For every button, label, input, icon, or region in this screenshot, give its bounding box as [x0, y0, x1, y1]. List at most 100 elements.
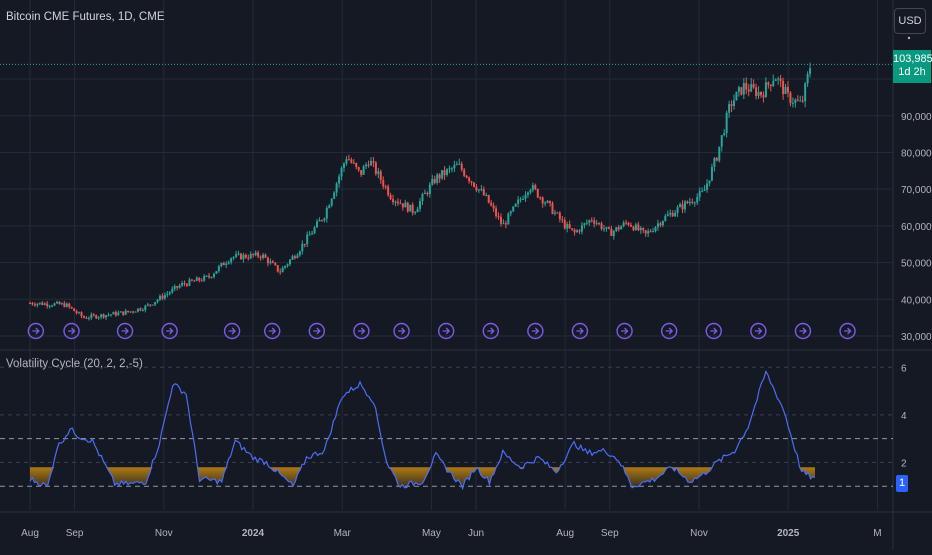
candle-body [36, 303, 39, 306]
candle-body [154, 302, 157, 305]
candle-body [480, 189, 483, 191]
candle-body [696, 196, 699, 203]
candle-body [205, 275, 208, 277]
axis-marker-dot [907, 36, 911, 40]
candle-body [325, 208, 328, 219]
x-axis-tick-label: Sep [601, 528, 619, 539]
event-marker-circle [116, 322, 134, 340]
x-axis-tick-label: Sep [66, 528, 84, 539]
candle-body [691, 201, 694, 203]
candle-body [460, 163, 463, 170]
candle-body [316, 221, 319, 228]
candle-body [254, 252, 257, 256]
candle-body [428, 184, 431, 195]
candle-body [477, 189, 480, 191]
candle-body [208, 275, 211, 278]
candle-body [281, 267, 284, 273]
candle-body [723, 133, 726, 136]
x-axis-tick-label: Aug [21, 528, 39, 539]
candle-body [65, 303, 68, 307]
candle-body [200, 280, 203, 282]
candle-body [166, 293, 169, 295]
price-axis-tick-label: 60,000 [901, 222, 932, 233]
candle-body [661, 220, 664, 226]
candle-body [436, 174, 439, 183]
candle-body [686, 201, 689, 204]
dividend-arrow-icon [527, 322, 544, 340]
candle-body [168, 292, 171, 294]
candle-body [568, 224, 571, 229]
candle-body [311, 233, 314, 235]
event-marker-arrow [442, 327, 451, 335]
candle-body [475, 186, 478, 191]
candle-body [188, 279, 191, 286]
candle-body [573, 229, 576, 233]
candle-body [409, 204, 412, 212]
candle-body [222, 262, 225, 266]
candle-body [463, 169, 466, 176]
candle-body [789, 92, 792, 104]
price-axis-tick-label: 40,000 [901, 295, 932, 306]
candle-body [249, 253, 252, 259]
candle-body [681, 204, 684, 210]
x-axis-tick-label: Nov [690, 528, 708, 539]
candle-body [102, 314, 105, 318]
candle-body [274, 262, 277, 266]
candle-body [161, 295, 164, 299]
candle-body [53, 303, 56, 306]
candle-body [215, 271, 218, 274]
candle-body [230, 258, 233, 263]
candle-body [485, 195, 488, 197]
candle-body [514, 203, 517, 207]
candle-body [536, 189, 539, 198]
candle-body [416, 208, 419, 213]
candle-body [129, 311, 132, 313]
candle-body [482, 189, 485, 196]
candle-body [419, 201, 422, 209]
candle-body [146, 304, 149, 306]
candle-body [379, 171, 382, 181]
candle-body [809, 68, 812, 75]
bar-countdown: 1d 2h [898, 66, 926, 78]
dividend-arrow-icon [393, 322, 410, 340]
candle-body [603, 228, 606, 230]
candle-body [235, 254, 238, 257]
candle-body [708, 180, 711, 184]
candle-body [509, 211, 512, 214]
candle-body [352, 162, 355, 164]
candle-body [124, 310, 127, 315]
currency-button[interactable]: USD [894, 8, 926, 34]
candle-body [289, 259, 292, 265]
candle-body [769, 84, 772, 87]
candle-body [212, 273, 215, 277]
candle-body [499, 216, 502, 224]
candle-body [399, 203, 402, 205]
candle-body [441, 170, 444, 179]
candle-body [571, 228, 574, 230]
candle-body [347, 159, 350, 161]
candle-body [244, 254, 247, 258]
candle-body [411, 204, 414, 213]
candle-body [318, 220, 321, 222]
candle-body [458, 163, 461, 165]
candle-body [652, 231, 655, 233]
candle-body [394, 201, 397, 203]
candle-body [443, 170, 446, 175]
candle-body [546, 200, 549, 203]
candle-body [767, 82, 770, 85]
candle-body [674, 212, 677, 217]
candle-body [293, 256, 296, 259]
candle-body [617, 227, 620, 230]
event-marker-arrow [68, 327, 76, 335]
event-marker-arrow [121, 327, 129, 335]
event-marker-circle [571, 322, 589, 340]
candle-body [561, 219, 564, 221]
candle-body [490, 202, 493, 206]
indicator-axis-tick-label: 2 [901, 458, 907, 469]
candle-body [796, 99, 799, 101]
dividend-arrow-icon [705, 322, 722, 340]
candle-series [29, 62, 812, 321]
event-marker-circle [705, 322, 722, 340]
